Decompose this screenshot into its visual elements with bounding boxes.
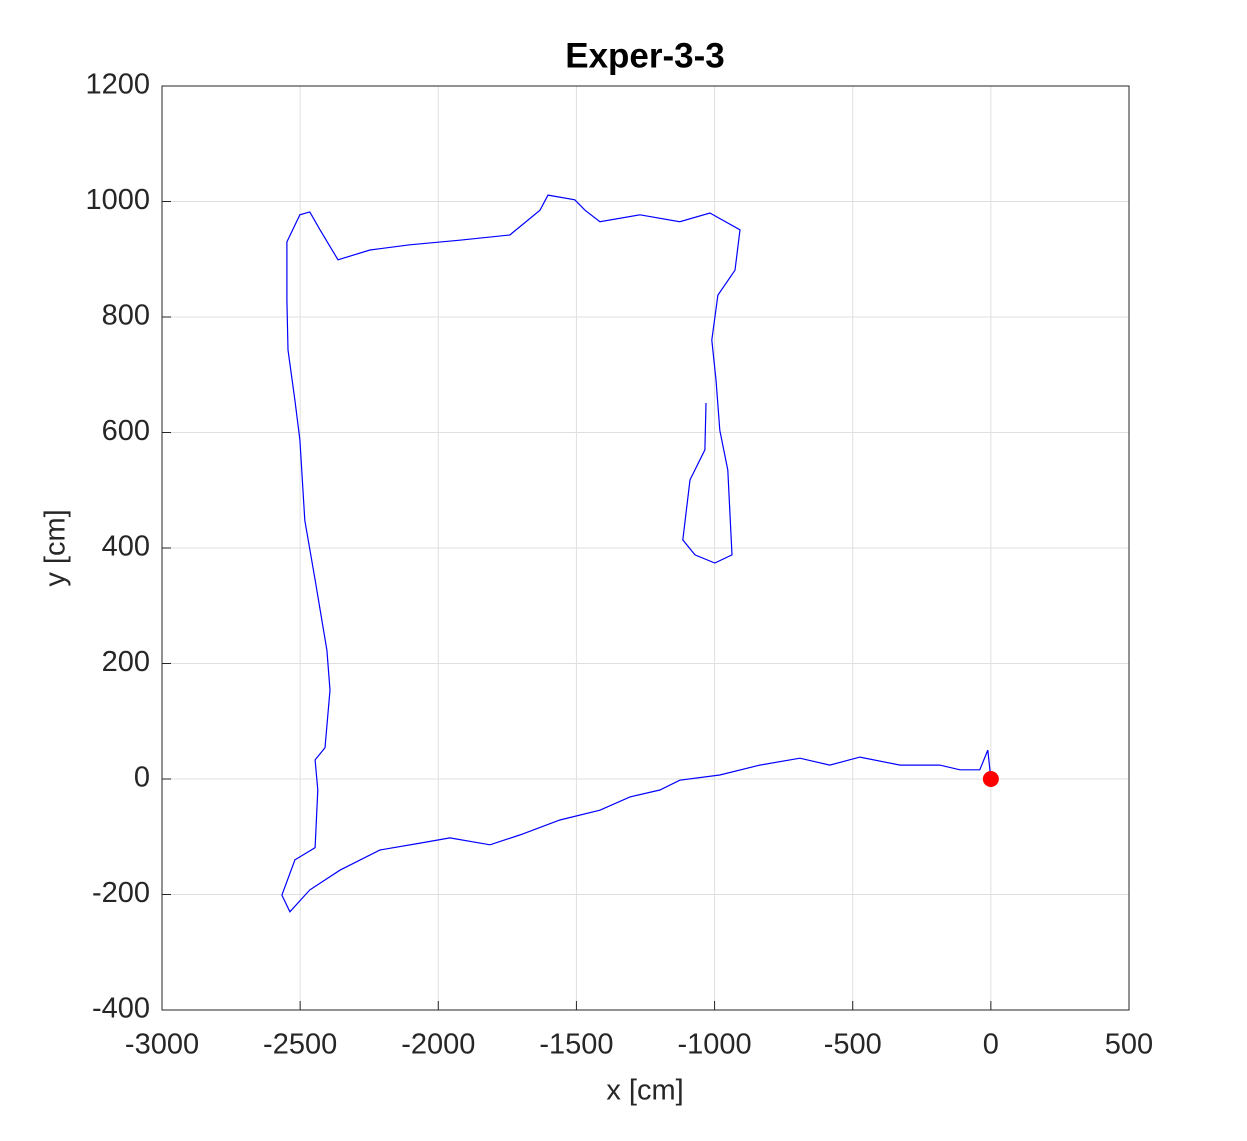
- y-tick-label: 200: [102, 646, 150, 678]
- x-tick-label: -2500: [263, 1029, 337, 1061]
- y-tick-label: 400: [102, 531, 150, 563]
- x-axis-label: x [cm]: [606, 1075, 683, 1107]
- x-tick-label: -2000: [401, 1029, 475, 1061]
- y-tick-label: -200: [92, 877, 150, 909]
- x-tick-label: -1000: [677, 1029, 751, 1061]
- y-tick-label: -400: [92, 993, 150, 1025]
- chart-title: Exper-3-3: [565, 36, 725, 75]
- x-tick-label: -3000: [125, 1029, 199, 1061]
- x-tick-label: -1500: [539, 1029, 613, 1061]
- start-marker: [982, 771, 999, 787]
- y-tick-label: 1200: [85, 69, 150, 101]
- x-tick-label: -500: [824, 1029, 882, 1061]
- y-tick-label: 1000: [85, 184, 150, 216]
- axes-box: [161, 85, 1130, 1011]
- y-axis-label: y [cm]: [40, 509, 72, 586]
- y-tick-label: 800: [102, 300, 150, 332]
- y-tick-label: 600: [102, 415, 150, 447]
- x-tick-label: 0: [983, 1029, 999, 1061]
- y-tick-label: 0: [134, 762, 150, 794]
- trajectory: [281, 194, 992, 913]
- x-tick-label: 500: [1105, 1029, 1153, 1061]
